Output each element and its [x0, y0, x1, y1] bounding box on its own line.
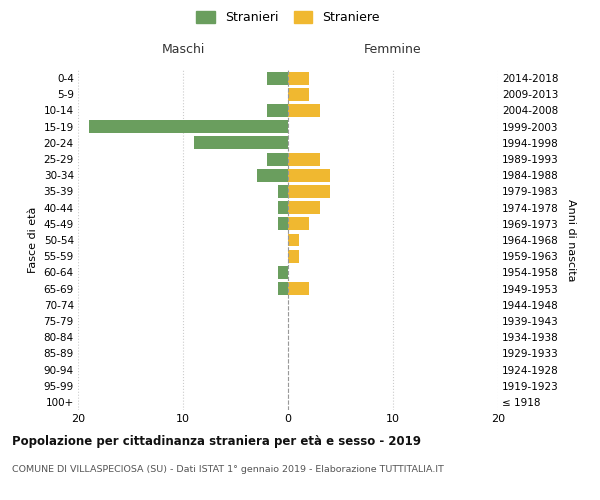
Bar	[88, 120, 288, 133]
Bar	[277, 282, 288, 295]
Text: Maschi: Maschi	[161, 44, 205, 57]
Bar	[193, 136, 288, 149]
Bar	[288, 72, 309, 85]
Text: Femmine: Femmine	[364, 44, 422, 57]
Bar	[288, 104, 320, 117]
Bar	[288, 169, 330, 181]
Bar	[288, 201, 320, 214]
Bar	[288, 250, 299, 262]
Bar	[288, 185, 330, 198]
Bar	[277, 218, 288, 230]
Y-axis label: Anni di nascita: Anni di nascita	[566, 198, 576, 281]
Bar	[288, 234, 299, 246]
Bar	[288, 152, 320, 166]
Legend: Stranieri, Straniere: Stranieri, Straniere	[196, 11, 380, 24]
Bar	[277, 185, 288, 198]
Bar	[288, 88, 309, 101]
Bar	[267, 104, 288, 117]
Bar	[267, 72, 288, 85]
Bar	[267, 152, 288, 166]
Text: COMUNE DI VILLASPECIOSA (SU) - Dati ISTAT 1° gennaio 2019 - Elaborazione TUTTITA: COMUNE DI VILLASPECIOSA (SU) - Dati ISTA…	[12, 465, 444, 474]
Bar	[277, 266, 288, 279]
Bar	[277, 201, 288, 214]
Bar	[288, 282, 309, 295]
Bar	[288, 218, 309, 230]
Text: Popolazione per cittadinanza straniera per età e sesso - 2019: Popolazione per cittadinanza straniera p…	[12, 435, 421, 448]
Y-axis label: Fasce di età: Fasce di età	[28, 207, 38, 273]
Bar	[257, 169, 288, 181]
